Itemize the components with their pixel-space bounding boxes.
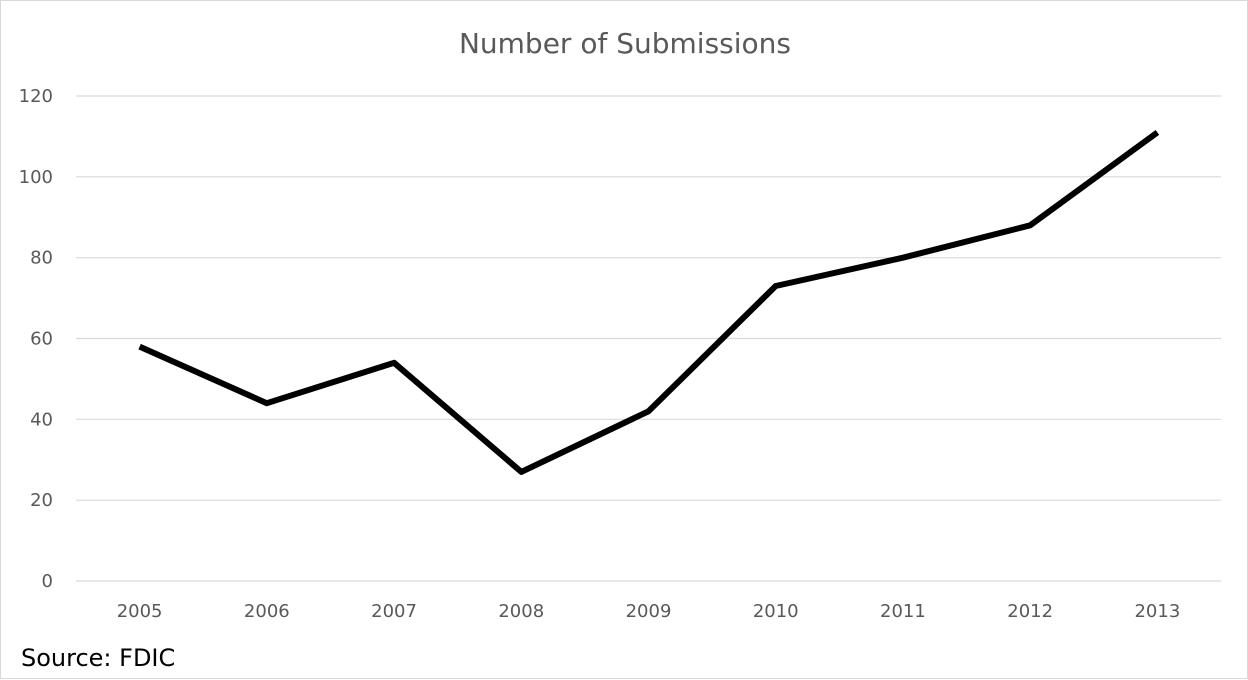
- y-tick-label-100: 100: [19, 167, 53, 188]
- x-tick-label-2007: 2007: [371, 601, 417, 622]
- x-tick-label-2012: 2012: [1007, 601, 1053, 622]
- source-note: Source: FDIC: [21, 644, 175, 672]
- x-axis-ticks: 2005 2006 2007 2008 2009 2010 2011 2012 2013: [117, 601, 1181, 622]
- series-layer: [140, 132, 1158, 472]
- y-tick-label-120: 120: [19, 86, 53, 107]
- x-tick-label-2013: 2013: [1134, 601, 1180, 622]
- series-line-0: [140, 132, 1158, 472]
- x-tick-label-2010: 2010: [753, 601, 799, 622]
- y-axis-ticks: 0 20 40 60 80 100 120: [19, 86, 53, 592]
- x-tick-label-2008: 2008: [498, 601, 544, 622]
- y-tick-label-40: 40: [30, 409, 53, 430]
- y-tick-label-0: 0: [42, 571, 53, 592]
- gridlines: [76, 96, 1221, 581]
- y-tick-label-20: 20: [30, 490, 53, 511]
- x-tick-label-2009: 2009: [626, 601, 672, 622]
- x-tick-label-2005: 2005: [117, 601, 163, 622]
- x-tick-label-2006: 2006: [244, 601, 290, 622]
- y-tick-label-60: 60: [30, 329, 53, 350]
- x-tick-label-2011: 2011: [880, 601, 926, 622]
- y-tick-label-80: 80: [30, 248, 53, 269]
